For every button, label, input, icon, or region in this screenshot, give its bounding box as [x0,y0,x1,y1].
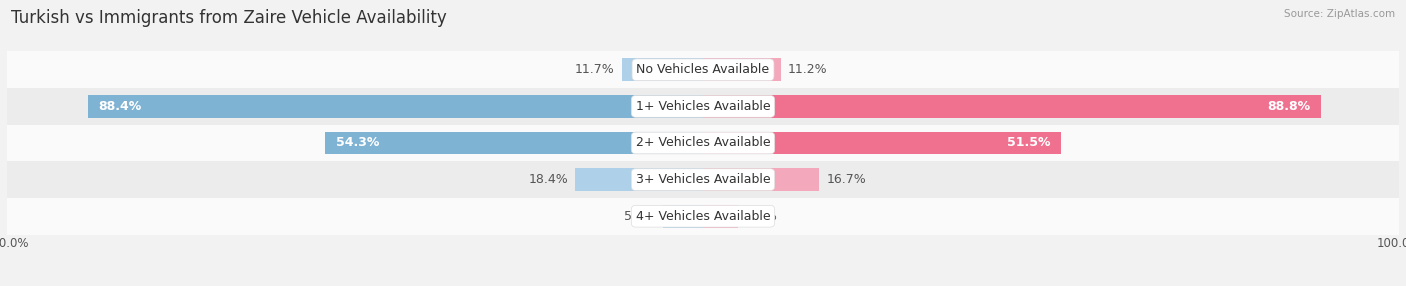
Bar [703,205,738,228]
Bar [703,168,820,191]
Bar [703,95,1322,118]
Bar [87,95,703,118]
Text: 51.5%: 51.5% [1008,136,1052,150]
Bar [703,132,1062,154]
Text: 5.8%: 5.8% [624,210,655,223]
Text: 88.4%: 88.4% [98,100,142,113]
Bar [0,88,1406,125]
Text: 5.1%: 5.1% [745,210,778,223]
Bar [0,161,1406,198]
Text: 16.7%: 16.7% [827,173,866,186]
Text: 11.7%: 11.7% [575,63,614,76]
Text: 54.3%: 54.3% [336,136,378,150]
Bar [662,205,703,228]
Bar [621,58,703,81]
Text: 3+ Vehicles Available: 3+ Vehicles Available [636,173,770,186]
Text: Turkish vs Immigrants from Zaire Vehicle Availability: Turkish vs Immigrants from Zaire Vehicle… [11,9,447,27]
Text: Source: ZipAtlas.com: Source: ZipAtlas.com [1284,9,1395,19]
Text: 1+ Vehicles Available: 1+ Vehicles Available [636,100,770,113]
Text: 2+ Vehicles Available: 2+ Vehicles Available [636,136,770,150]
Bar [0,51,1406,88]
Bar [325,132,703,154]
Text: 88.8%: 88.8% [1267,100,1310,113]
Bar [575,168,703,191]
Bar [0,125,1406,161]
Bar [0,198,1406,235]
Text: 18.4%: 18.4% [529,173,568,186]
Text: No Vehicles Available: No Vehicles Available [637,63,769,76]
Text: 11.2%: 11.2% [787,63,828,76]
Bar [703,58,780,81]
Text: 4+ Vehicles Available: 4+ Vehicles Available [636,210,770,223]
